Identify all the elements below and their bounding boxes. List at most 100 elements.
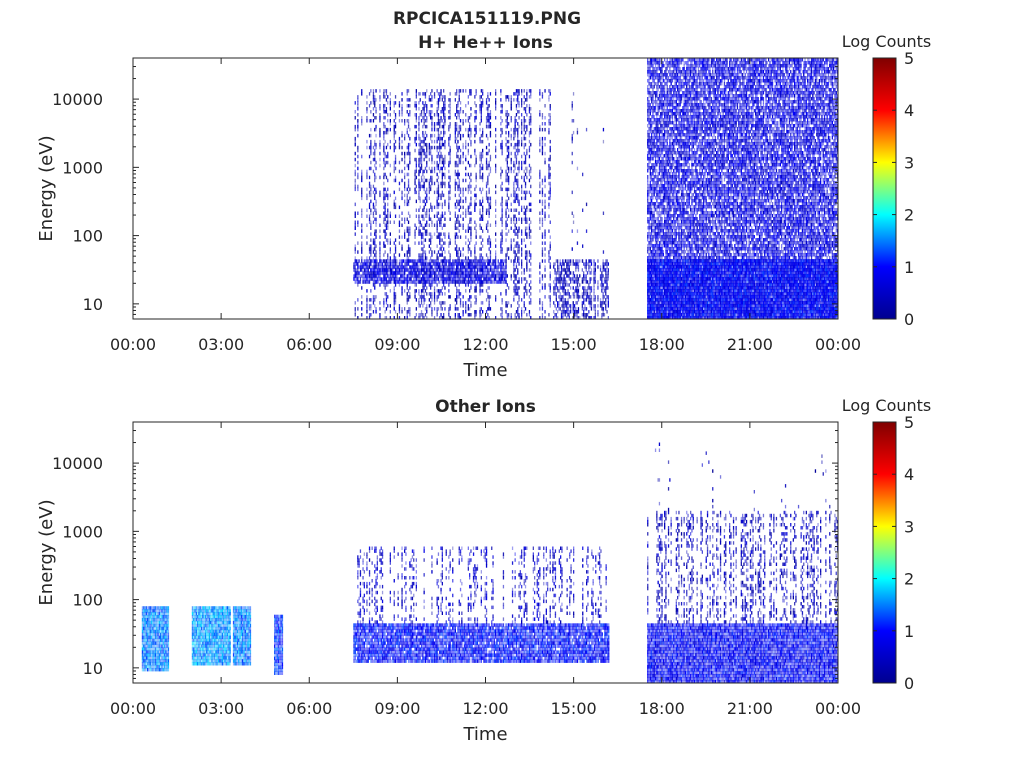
data-cell	[374, 158, 375, 162]
data-cell	[577, 229, 578, 233]
data-cell	[495, 140, 496, 144]
data-cell	[426, 188, 427, 192]
data-cell	[651, 190, 652, 194]
data-cell	[582, 301, 583, 305]
data-cell	[418, 116, 419, 120]
data-cell	[387, 304, 388, 308]
data-cell	[529, 179, 530, 183]
data-cell	[569, 304, 570, 308]
data-cell	[654, 175, 655, 179]
data-cell	[438, 295, 439, 299]
data-cell	[502, 107, 503, 111]
data-cell	[434, 182, 435, 186]
data-cell	[450, 307, 451, 311]
data-cell	[429, 280, 430, 284]
data-cell	[593, 295, 594, 299]
data-cell	[495, 253, 496, 256]
data-cell	[370, 200, 371, 204]
data-cell	[355, 143, 356, 147]
data-cell	[465, 256, 466, 260]
data-cell	[437, 128, 438, 131]
data-cell	[526, 125, 527, 128]
data-cell	[418, 101, 419, 105]
data-cell	[650, 199, 651, 203]
data-cell	[424, 218, 425, 222]
data-cell	[407, 253, 408, 256]
data-cell	[648, 115, 649, 119]
data-cell	[650, 76, 651, 80]
data-cell	[574, 289, 575, 293]
data-cell	[430, 286, 431, 290]
data-cell	[416, 137, 417, 141]
data-cell	[582, 280, 583, 284]
data-cell	[424, 137, 425, 141]
data-cell	[652, 139, 653, 143]
data-cell	[654, 184, 655, 188]
data-cell	[650, 82, 651, 86]
data-cell	[582, 259, 583, 263]
data-cell	[394, 119, 395, 123]
data-cell	[394, 191, 395, 195]
data-cell	[387, 218, 388, 222]
data-cell	[424, 209, 425, 213]
data-cell	[390, 215, 391, 219]
data-cell	[421, 161, 422, 165]
data-cell	[420, 113, 421, 117]
data-cell	[490, 277, 491, 281]
data-cell	[366, 188, 367, 192]
data-cell	[416, 161, 417, 165]
data-cell	[492, 262, 493, 266]
data-cell	[647, 226, 648, 230]
data-cell	[544, 194, 545, 198]
data-cell	[416, 158, 417, 162]
data-cell	[457, 110, 458, 114]
data-cell	[424, 92, 425, 96]
data-cell	[431, 119, 432, 123]
data-cell	[544, 241, 545, 245]
data-cell	[517, 197, 518, 201]
data-cell	[429, 146, 430, 150]
data-cell	[489, 161, 490, 165]
data-cell	[422, 116, 423, 120]
data-cell	[440, 155, 441, 159]
data-cell	[444, 307, 445, 311]
data-cell	[562, 289, 563, 293]
data-cell	[476, 125, 477, 128]
data-cell	[511, 167, 512, 171]
data-cell	[542, 182, 543, 186]
data-cell	[474, 119, 475, 123]
data-cell	[652, 166, 653, 170]
data-cell	[566, 274, 567, 278]
data-cell	[567, 298, 568, 302]
data-cell	[481, 235, 482, 239]
data-cell	[479, 140, 480, 144]
data-cell	[408, 149, 409, 153]
data-cell	[378, 274, 379, 278]
data-cell	[511, 170, 512, 174]
data-cell	[525, 110, 526, 114]
data-cell	[502, 274, 503, 278]
data-cell	[434, 140, 435, 144]
data-cell	[375, 161, 376, 165]
data-cell	[401, 134, 402, 138]
data-cell	[574, 310, 575, 314]
data-cell	[404, 122, 405, 126]
data-cell	[500, 277, 501, 281]
data-cell	[456, 253, 457, 256]
data-cell	[437, 235, 438, 239]
data-cell	[361, 274, 362, 278]
data-cell	[605, 268, 606, 272]
data-cell	[366, 277, 367, 281]
data-cell	[517, 152, 518, 156]
data-cell	[459, 277, 460, 281]
data-cell	[647, 112, 648, 116]
data-cell	[455, 179, 456, 183]
data-cell	[443, 95, 444, 99]
data-cell	[369, 280, 370, 284]
data-cell	[442, 137, 443, 141]
data-cell	[515, 268, 516, 272]
data-cell	[411, 265, 412, 269]
data-cell	[407, 238, 408, 242]
data-cell	[516, 149, 517, 153]
data-cell	[544, 128, 545, 131]
